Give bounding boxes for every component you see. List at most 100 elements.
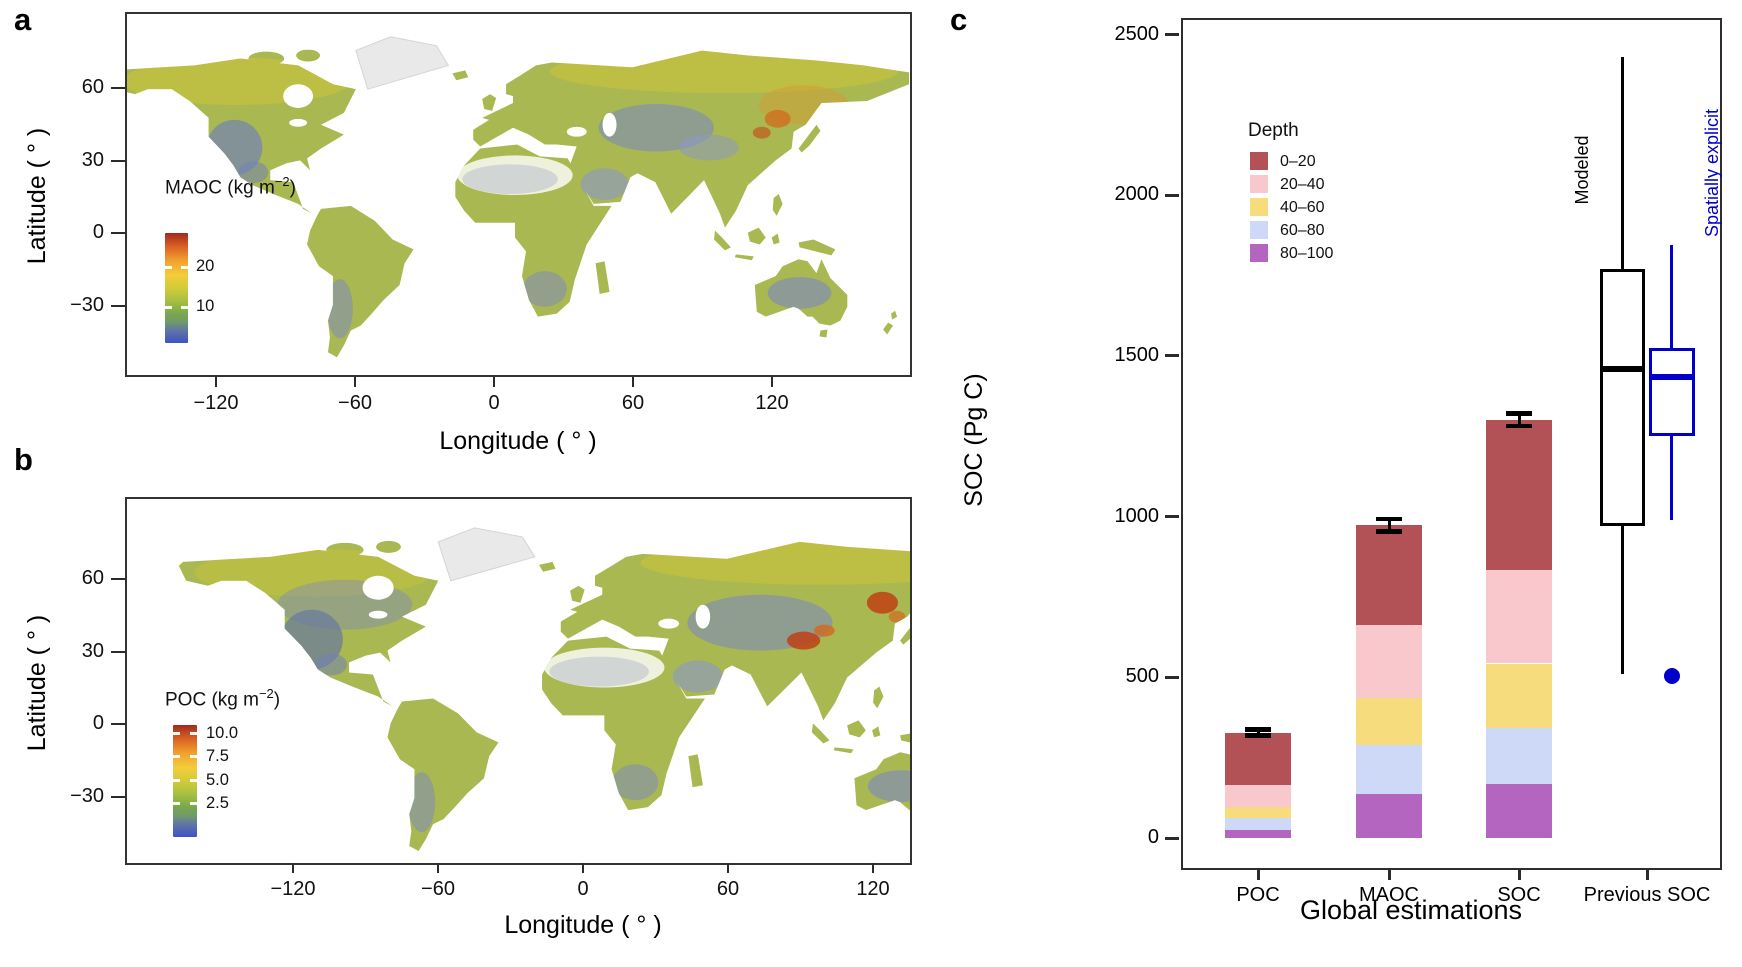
- panel-c-x-tick-label: MAOC: [1359, 884, 1419, 906]
- depth-legend-swatch-0-20: [1250, 152, 1268, 170]
- panel-b-colorbar-tick-label: 10.0: [206, 724, 239, 742]
- bar-segment: [1356, 745, 1422, 794]
- colorbar-tick: [190, 801, 197, 805]
- panel-a-x-tick: [770, 377, 774, 387]
- panel-c-y-tick-label: 0: [1147, 826, 1159, 848]
- colorbar-tick: [165, 305, 172, 309]
- panel-a-y-tick: [111, 159, 125, 163]
- boxplot-whisker-top: [1669, 245, 1674, 348]
- bar-segment: [1356, 793, 1422, 838]
- panel-a-y-tick-label: 60: [81, 76, 104, 98]
- panel-c-x-tick: [1256, 870, 1260, 880]
- panel-c-y-tick: [1165, 354, 1179, 358]
- modeled-annotation: Modeled: [1571, 135, 1592, 205]
- error-bar-cap-top: [1376, 516, 1402, 522]
- error-bar-line: [1256, 729, 1260, 736]
- colorbar-tick: [190, 731, 197, 735]
- boxplot-outlier-point: [1663, 667, 1680, 684]
- panel-a-y-tick: [111, 86, 125, 90]
- panel-a-x-tick: [631, 377, 635, 387]
- panel-b-y-tick: [111, 795, 125, 799]
- panel-c-y-axis-title: SOC (Pg C): [960, 373, 989, 507]
- panel-c-y-tick: [1165, 836, 1179, 840]
- panel-c-label: c: [950, 2, 968, 37]
- panel-b-colorbar-tick-label: 5.0: [206, 771, 229, 789]
- colorbar-tick: [165, 265, 172, 269]
- panel-a-x-tick-label: −60: [338, 392, 372, 414]
- colorbar-tick: [181, 305, 188, 309]
- panel-b-x-tick: [436, 863, 440, 873]
- panel-b-x-tick-label: 60: [716, 878, 740, 900]
- panel-b-y-tick: [111, 577, 125, 581]
- panel-c-y-tick: [1165, 675, 1179, 679]
- panel-c-y-tick-label: 1000: [1114, 504, 1160, 527]
- panel-b-y-tick-label: 0: [92, 712, 104, 734]
- world-map-maoc: [127, 36, 910, 358]
- world-map-poc: [178, 527, 910, 852]
- panel-a-label: a: [14, 2, 32, 37]
- boxplot-median: [1648, 374, 1695, 380]
- depth-legend-label: 60–80: [1280, 222, 1325, 239]
- colorbar-tick: [190, 754, 197, 758]
- colorbar-tick: [173, 754, 180, 758]
- panel-b-x-tick-label: 120: [856, 878, 890, 900]
- panel-b-colorbar-tick-label: 2.5: [206, 794, 229, 812]
- panel-a-x-tick-label: −120: [193, 392, 239, 414]
- panel-b-x-tick: [291, 863, 295, 873]
- panel-a-colorbar: [165, 233, 188, 343]
- panel-c-x-tick: [1517, 870, 1521, 880]
- boxplot-whisker-top: [1620, 57, 1625, 270]
- panel-b-y-tick-label: 60: [81, 567, 104, 589]
- panel-b-y-tick: [111, 722, 125, 726]
- bar-segment: [1225, 732, 1291, 785]
- panel-c-x-tick-label: SOC: [1497, 884, 1541, 906]
- greenland-masked-region: [355, 36, 450, 90]
- error-bar-cap-top: [1245, 727, 1271, 732]
- colorbar-tick: [173, 778, 180, 782]
- bar-segment: [1356, 697, 1422, 746]
- panel-c-x-axis-title: Global estimations: [1299, 895, 1523, 925]
- colorbar-tick: [173, 801, 180, 805]
- panel-b-x-tick-label: 0: [577, 878, 589, 900]
- boxplot-whisker-bottom: [1620, 526, 1625, 675]
- panel-b-x-tick-label: −60: [421, 878, 455, 900]
- boxplot-box: [1648, 347, 1695, 437]
- panel-b-y-tick-label: −30: [70, 785, 104, 807]
- panel-c-x-tick-label: POC: [1236, 884, 1280, 906]
- panel-b-colorbar-tick-label: 7.5: [206, 747, 229, 765]
- depth-legend-swatch-80-100: [1250, 244, 1268, 262]
- spatially-explicit-annotation: Spatially explicit: [1701, 108, 1722, 238]
- error-bar-cap-top: [1506, 411, 1532, 416]
- panel-a-x-tick: [492, 377, 496, 387]
- error-bar-line: [1387, 518, 1391, 532]
- panel-a-x-tick: [353, 377, 357, 387]
- panel-b-x-tick-label: −120: [270, 878, 316, 900]
- depth-legend-label: 20–40: [1280, 176, 1325, 193]
- depth-legend-title: Depth: [1248, 120, 1299, 141]
- panel-b-y-tick-label: 30: [81, 640, 104, 662]
- panel-b-x-tick: [871, 863, 875, 873]
- panel-b-y-axis-title: Latitude ( ° ): [23, 614, 52, 752]
- panel-b-map: [125, 497, 912, 865]
- panel-a-x-tick: [214, 377, 218, 387]
- bar-segment: [1356, 625, 1422, 698]
- bar-segment: [1486, 663, 1552, 728]
- greenland-masked-region: [437, 527, 536, 582]
- panel-c-y-tick-label: 2500: [1114, 22, 1160, 45]
- bar-segment: [1225, 784, 1291, 807]
- panel-a-x-axis-title: Longitude ( ° ): [439, 427, 597, 455]
- depth-legend-label: 40–60: [1280, 199, 1325, 216]
- depth-legend-label: 0–20: [1280, 153, 1316, 170]
- panel-a-colorbar-tick-label: 10: [196, 297, 215, 315]
- bar-segment: [1486, 727, 1552, 784]
- panel-a-x-tick-label: 120: [755, 392, 789, 414]
- depth-legend-label: 80–100: [1280, 245, 1334, 262]
- error-bar-cap-bottom: [1506, 423, 1532, 429]
- panel-a-y-tick-label: −30: [70, 294, 104, 316]
- panel-c-y-tick: [1165, 193, 1179, 197]
- panel-b-x-axis-title: Longitude ( ° ): [504, 911, 662, 939]
- panel-c-y-tick-label: 2000: [1114, 183, 1160, 206]
- panel-c-plot-area: Depth 0–20 20–40 40–60 60–80 80–100 Mode…: [1115, 18, 1722, 906]
- bar-segment: [1225, 829, 1291, 838]
